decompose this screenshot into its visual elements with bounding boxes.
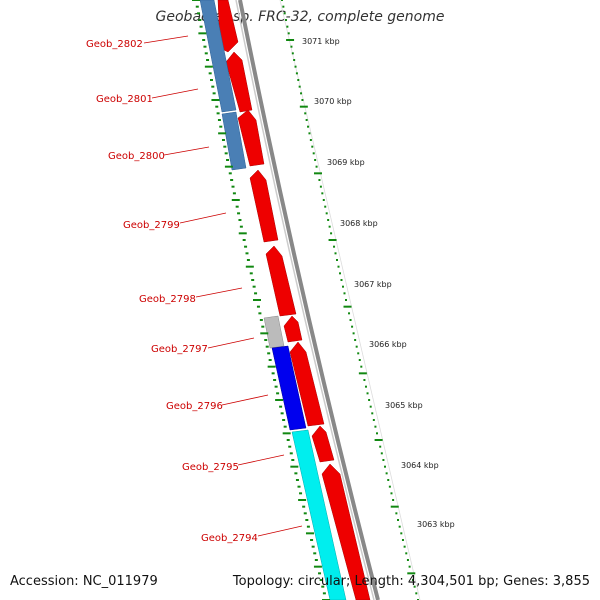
cds-feature-forward[interactable] (225, 51, 253, 113)
gene-label[interactable]: Geob_2795 (182, 462, 239, 473)
cds-feature-reverse[interactable] (221, 111, 247, 171)
scale-labels: 3071 kbp 3070 kbp 3069 kbp 3068 kbp 3067… (302, 37, 455, 529)
gene-label[interactable]: Geob_2797 (151, 344, 208, 355)
cds-feature-reverse[interactable] (291, 429, 347, 600)
gene-leader-line (195, 287, 243, 298)
backbone-ring (238, 0, 380, 600)
gene-leader-line (221, 394, 269, 406)
gene-label[interactable]: Geob_2796 (166, 401, 223, 412)
gene-leader-line (179, 212, 227, 224)
forward-cds-track (217, 0, 371, 600)
gene-label[interactable]: Geob_2799 (123, 220, 180, 231)
cds-feature-forward[interactable] (265, 245, 297, 317)
gene-labels: Geob_2802 Geob_2801 Geob_2800 Geob_2799 … (86, 35, 303, 544)
gene-leader-line (237, 454, 285, 466)
gene-leader-line (163, 146, 210, 156)
cds-feature-forward[interactable] (283, 315, 303, 343)
gene-label[interactable]: Geob_2800 (108, 151, 165, 162)
cds-feature-forward[interactable] (321, 463, 371, 600)
cds-feature-forward[interactable] (249, 169, 279, 243)
cds-feature-forward[interactable] (289, 341, 325, 427)
cds-feature-reverse[interactable] (199, 0, 237, 113)
scale-tick-track (281, 0, 419, 600)
backbone-ring-highlight (235, 0, 375, 600)
gene-leader-line (257, 525, 303, 537)
gene-leader-line (143, 35, 189, 44)
scale-tick-label: 3063 kbp (417, 520, 455, 529)
scale-tick-label: 3071 kbp (302, 37, 340, 46)
scale-tick-label: 3070 kbp (314, 97, 352, 106)
outer-ring-line (279, 0, 421, 600)
scale-tick-label: 3064 kbp (401, 461, 439, 470)
cds-feature-forward[interactable] (237, 109, 265, 167)
cds-feature-pseudo[interactable] (263, 315, 285, 349)
scale-tick-label: 3069 kbp (327, 158, 365, 167)
gene-label[interactable]: Geob_2794 (201, 533, 258, 544)
gene-label[interactable]: Geob_2801 (96, 94, 153, 105)
gene-label[interactable]: Geob_2798 (139, 294, 196, 305)
scale-tick-label: 3068 kbp (340, 219, 378, 228)
accession-label: Accession: NC_011979 (10, 574, 158, 589)
gene-label[interactable]: Geob_2802 (86, 39, 143, 50)
cds-feature-forward[interactable] (311, 425, 335, 463)
gene-leader-line (207, 337, 255, 349)
scale-tick-label: 3067 kbp (354, 280, 392, 289)
scale-tick-label: 3066 kbp (369, 340, 407, 349)
gene-leader-line (151, 88, 199, 99)
inner-tick-track (192, 0, 330, 600)
scale-tick-label: 3065 kbp (385, 401, 423, 410)
cds-feature-reverse[interactable] (271, 345, 307, 431)
reverse-cds-track (199, 0, 347, 600)
genome-summary: Topology: circular; Length: 4,304,501 bp… (232, 574, 590, 589)
